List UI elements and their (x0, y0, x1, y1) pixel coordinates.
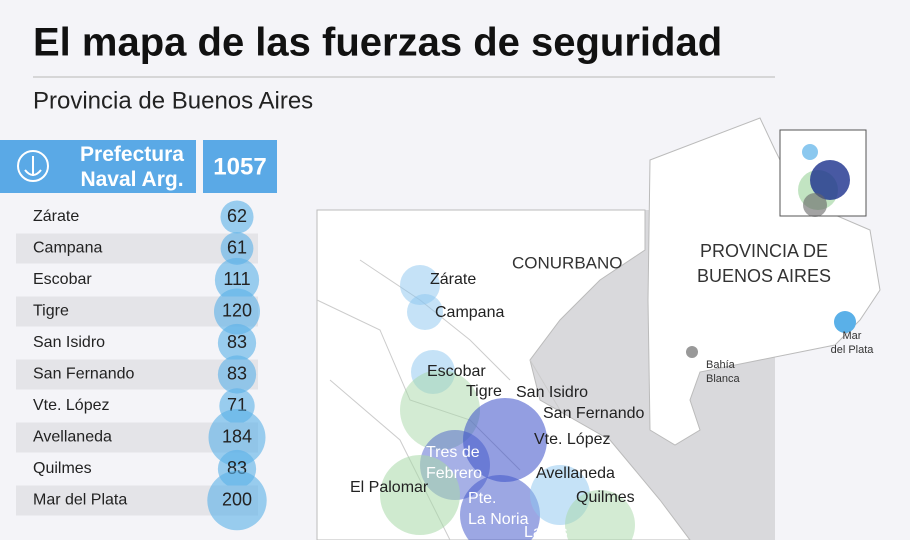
row-bubble (214, 257, 260, 303)
place-label: San Isidro (516, 384, 588, 401)
row-value: 83 (227, 332, 247, 352)
force-name: Prefectura Naval Arg. (80, 143, 184, 191)
row-bubble (220, 200, 254, 234)
inset-bubble (834, 311, 856, 333)
place-label: Pte. La Noria (468, 490, 529, 528)
row-bubble (208, 409, 266, 466)
table: Zárate 62 Campana 61 Escobar 111 Tigre 120 San I… (16, 200, 267, 531)
place-label: Campana (435, 304, 504, 321)
row-name: Avellaneda (33, 429, 112, 446)
row-bubble (207, 470, 267, 531)
title: El mapa de las fuerzas de seguridad (33, 21, 722, 65)
place-label: Tigre (466, 383, 502, 400)
subtitle: Provincia de Buenos Aires (33, 87, 313, 114)
row-name: Mar del Plata (33, 492, 127, 509)
row-name: San Fernando (33, 366, 135, 383)
row-bubble (220, 232, 254, 265)
row-name: Vte. López (33, 397, 110, 414)
place-label: Escobar (427, 363, 486, 380)
place-label: Lanús (524, 524, 568, 540)
row-name: Quilmes (33, 460, 92, 477)
map-bubble (380, 455, 460, 535)
region-label: CONURBANO (512, 253, 623, 272)
map-bubble (460, 475, 540, 540)
force-total: 1057 (213, 153, 266, 180)
row-name: Zárate (33, 208, 79, 225)
place-label: Vte. López (534, 431, 611, 448)
inset-bubble (802, 144, 818, 160)
row-bubble (213, 288, 261, 335)
inset-bubble (803, 193, 827, 217)
row-value: 62 (227, 206, 247, 226)
map-labels: CONURBANO Zárate Campana Escobar Tigre San Is… (350, 241, 874, 540)
row-band (16, 233, 258, 264)
row-value: 200 (222, 489, 252, 509)
place-label: Quilmes (576, 489, 635, 506)
row-value: 111 (223, 269, 250, 289)
inset-bubble (810, 160, 850, 200)
row-name: Campana (33, 240, 102, 257)
row-bubble (217, 355, 257, 394)
row-name: Escobar (33, 271, 92, 288)
row-bubble (217, 323, 257, 363)
map-bubble (463, 398, 547, 482)
inset (647, 117, 881, 446)
inset-bubble (686, 346, 698, 358)
place-label: Zárate (430, 271, 476, 288)
total-box (203, 140, 277, 193)
row-band (16, 359, 258, 390)
row-value: 120 (222, 300, 252, 320)
row-value: 61 (227, 237, 247, 257)
map-bubble (407, 294, 443, 330)
map-bubble (565, 490, 635, 540)
anchor-icon (17, 150, 49, 182)
row-name: Tigre (33, 303, 69, 320)
row-name: San Isidro (33, 334, 105, 351)
place-label: Tres de Febrero (426, 444, 482, 482)
place-label: Avellaneda (536, 465, 615, 482)
province-label: PROVINCIA DE BUENOS AIRES (697, 241, 831, 286)
map-bubble (400, 370, 480, 450)
place-label: San Fernando (543, 405, 645, 422)
row-value: 83 (227, 363, 247, 383)
city-label: Mar del Plata (831, 330, 875, 356)
place-label: El Palomar (350, 479, 429, 496)
city-label: Bahía Blanca (706, 359, 741, 385)
row-value: 184 (222, 426, 252, 446)
